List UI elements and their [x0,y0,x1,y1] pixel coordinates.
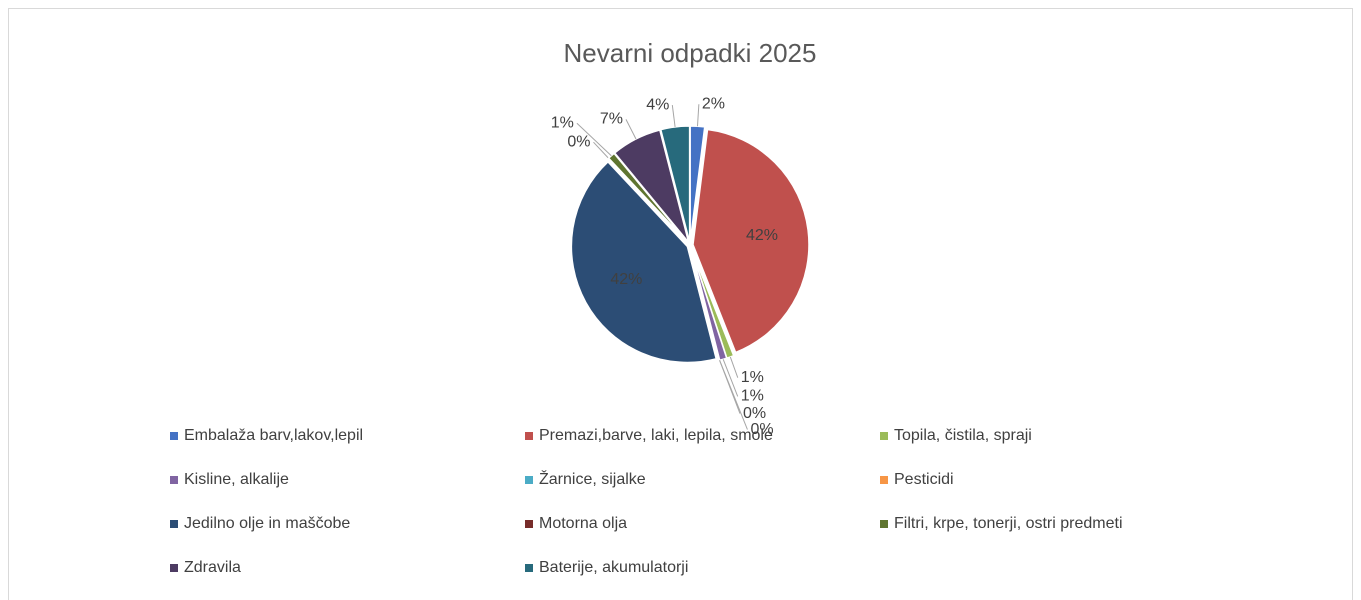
leader-line [722,359,739,397]
pie-slice [607,152,689,244]
leader-line [625,119,637,140]
legend-swatch [525,564,533,572]
legend-swatch [525,520,533,528]
legend-label: Filtri, krpe, tonerji, ostri predmeti [894,515,1123,532]
leader-line [729,356,739,378]
data-label: 1% [741,388,764,405]
legend-label: Pesticidi [894,471,954,488]
legend-swatch [525,432,533,440]
data-label: 1% [551,114,574,131]
data-label: 0% [750,421,773,438]
data-label: 4% [646,96,669,113]
legend-swatch [880,476,888,484]
legend-label: Kisline, alkalije [184,471,289,488]
leader-line [719,360,748,430]
data-label: 1% [741,369,764,386]
pie-slice [570,160,718,364]
legend-swatch [170,432,178,440]
data-label: 7% [600,111,623,128]
pie-slice [659,125,691,243]
pie-slice [692,128,810,354]
legend-swatch [880,432,888,440]
legend-label: Topila, čistila, spraji [894,427,1032,444]
data-label: 2% [702,95,725,112]
leader-line [593,141,609,159]
legend-swatch [170,564,178,572]
legend-label: Zdravila [184,559,241,576]
data-label: 0% [743,405,766,422]
legend-swatch [525,476,533,484]
leader-line [576,122,612,157]
legend-label: Premazi,barve, laki, lepila, smole [539,427,773,444]
data-label: 0% [567,133,590,150]
data-label: 42% [746,227,778,244]
legend-label: Embalaža barv,lakov,lepil [184,427,363,444]
chart-title: Nevarni odpadki 2025 [564,38,817,68]
legend-swatch [170,476,178,484]
legend-label: Baterije, akumulatorji [539,559,688,576]
legend-swatch [170,520,178,528]
leader-line [696,104,700,127]
legend-label: Motorna olja [539,515,627,532]
legend-swatch [880,520,888,528]
legend-label: Jedilno olje in maščobe [184,515,350,532]
legend-label: Žarnice, sijalke [539,469,646,488]
data-label: 42% [610,271,642,288]
leader-line [671,105,676,128]
